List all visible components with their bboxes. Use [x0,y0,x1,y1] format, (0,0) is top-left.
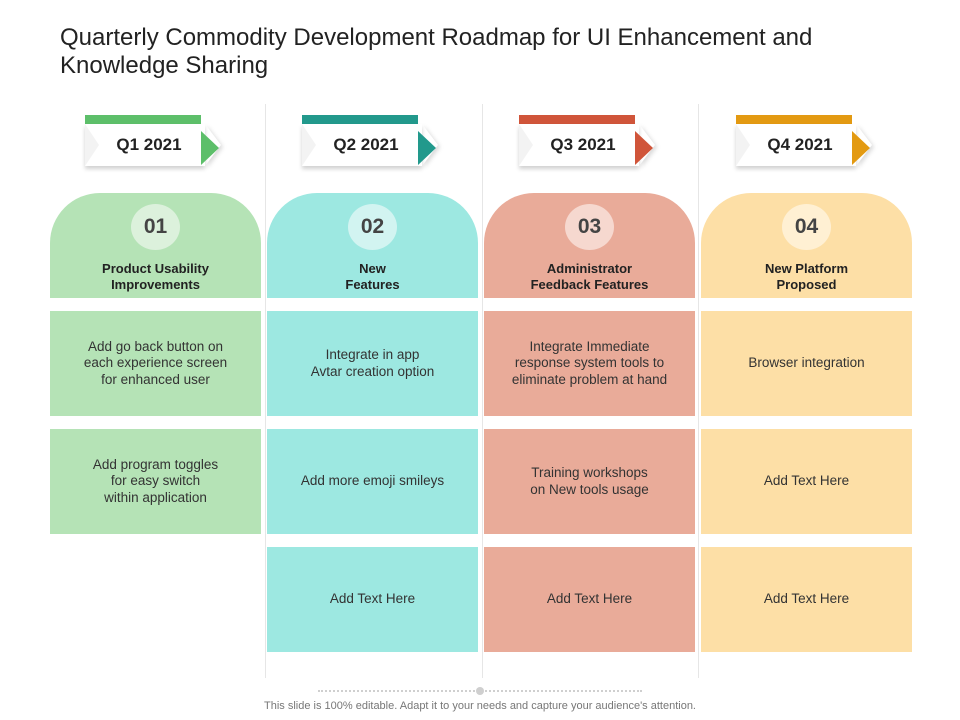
quarter-label: Q3 2021 [550,135,616,154]
quarter-label: Q1 2021 [116,135,182,154]
column-divider [482,104,483,678]
task-card: Add more emoji smileys [267,429,478,534]
quarter-tab: Q3 2021 [519,115,659,171]
page-title: Quarterly Commodity Development Roadmap … [60,24,813,79]
task-card: Add program toggles for easy switch with… [50,429,261,534]
task-card: Add Text Here [701,547,912,652]
roadmap-column-q4: Q4 2021 04 New Platform Proposed Browser… [701,0,912,720]
phase-heading: New Platform Proposed [764,261,849,292]
phase-number-badge: 01 [131,204,180,250]
task-card: Add go back button on each experience sc… [50,311,261,416]
roadmap-column-q1: Q1 2021 01 Product Usability Improvement… [50,0,261,720]
phase-heading: Administrator Feedback Features [530,261,649,292]
roadmap-column-q2: Q2 2021 02 New Features Integrate in app… [267,0,478,720]
roadmap-column-q3: Q3 2021 03 Administrator Feedback Featur… [484,0,695,720]
quarter-tab: Q1 2021 [85,115,225,171]
phase-heading: New Features [345,261,400,292]
quarter-label: Q2 2021 [333,135,399,154]
quarter-arrow-icon [201,131,219,165]
quarter-arrow-icon [635,131,653,165]
task-card: Browser integration [701,311,912,416]
phase-header: 04 New Platform Proposed [701,193,912,298]
footer-dot-icon [476,687,484,695]
task-card: Add Text Here [484,547,695,652]
task-card: Add Text Here [701,429,912,534]
task-card: Integrate in app Avtar creation option [267,311,478,416]
task-card: Add Text Here [267,547,478,652]
quarter-accent-bar [736,115,852,124]
phase-number-badge: 03 [565,204,614,250]
quarter-accent-bar [85,115,201,124]
quarter-accent-bar [302,115,418,124]
column-divider [265,104,266,678]
quarter-tab: Q2 2021 [302,115,442,171]
quarter-tab: Q4 2021 [736,115,876,171]
phase-header: 01 Product Usability Improvements [50,193,261,298]
quarter-accent-bar [519,115,635,124]
quarter-arrow-icon [418,131,436,165]
phase-heading: Product Usability Improvements [102,261,209,292]
task-card: Training workshops on New tools usage [484,429,695,534]
phase-number-badge: 04 [782,204,831,250]
quarter-arrow-icon [852,131,870,165]
footer-note: This slide is 100% editable. Adapt it to… [264,700,696,712]
column-divider [698,104,699,678]
phase-header: 02 New Features [267,193,478,298]
quarter-label: Q4 2021 [767,135,833,154]
phase-header: 03 Administrator Feedback Features [484,193,695,298]
task-card: Integrate Immediate response system tool… [484,311,695,416]
phase-number-badge: 02 [348,204,397,250]
